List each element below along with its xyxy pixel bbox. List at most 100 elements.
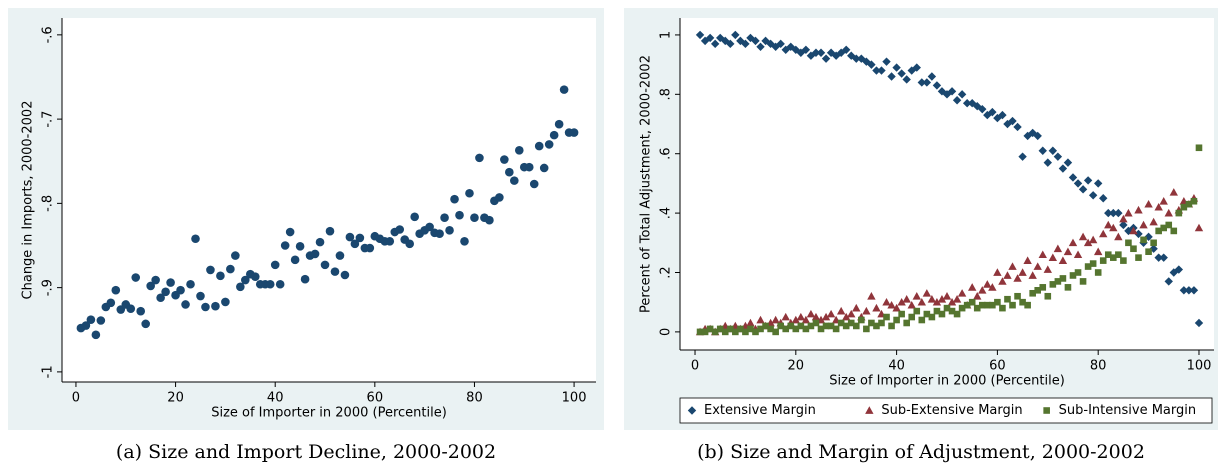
point	[1099, 194, 1108, 203]
point	[1038, 146, 1047, 155]
point	[146, 281, 155, 291]
point	[1073, 179, 1083, 188]
point	[355, 233, 365, 243]
point	[186, 279, 195, 289]
point	[445, 226, 454, 235]
point	[942, 292, 952, 300]
point	[877, 66, 886, 75]
point	[554, 119, 564, 129]
point	[842, 322, 850, 330]
point	[776, 39, 785, 49]
point	[1144, 199, 1153, 208]
x-tick-label: 0	[691, 359, 699, 374]
point	[529, 179, 539, 189]
point	[1064, 284, 1072, 291]
point	[983, 110, 992, 120]
point	[1083, 176, 1093, 185]
point	[1074, 269, 1082, 276]
legend-label: Sub-Intensive Margin	[1059, 403, 1196, 418]
point	[822, 322, 830, 330]
point	[902, 75, 911, 84]
point	[196, 291, 205, 301]
point	[847, 51, 856, 60]
point	[410, 212, 419, 222]
point	[922, 289, 932, 297]
point	[1145, 248, 1152, 256]
point	[1044, 292, 1052, 300]
point	[1058, 164, 1068, 173]
point	[524, 162, 534, 172]
point	[721, 36, 730, 46]
point	[1073, 250, 1083, 259]
point	[1018, 152, 1027, 161]
y-tick-label: .6	[659, 148, 674, 160]
point	[868, 319, 875, 327]
point	[1024, 301, 1031, 309]
y-tick-label: .2	[659, 266, 674, 278]
y-axis-title: Percent of Total Adjustment, 2000-2002	[639, 55, 654, 313]
point	[1003, 119, 1012, 129]
point	[91, 330, 101, 340]
point	[797, 322, 805, 330]
point	[1043, 158, 1052, 167]
point	[300, 274, 310, 284]
point	[831, 51, 841, 60]
x-tick-label: 20	[788, 359, 805, 374]
point	[796, 48, 806, 57]
point	[726, 325, 734, 333]
point	[927, 72, 937, 81]
point	[1009, 301, 1016, 309]
point	[475, 153, 484, 163]
point	[837, 319, 845, 327]
point	[742, 328, 749, 336]
point	[958, 304, 966, 312]
point	[1069, 272, 1077, 279]
point	[887, 300, 896, 309]
point	[716, 325, 724, 333]
point	[335, 251, 345, 260]
point	[569, 128, 579, 137]
point	[937, 295, 947, 303]
point	[226, 264, 235, 274]
point	[340, 270, 350, 280]
point	[998, 110, 1007, 120]
point	[1008, 116, 1017, 126]
x-tick-label: 40	[888, 359, 905, 374]
point	[781, 45, 790, 54]
point	[265, 279, 275, 289]
point	[1180, 203, 1188, 211]
point	[796, 312, 806, 321]
point	[907, 300, 916, 309]
point	[953, 310, 961, 318]
x-tick-label: 60	[367, 391, 384, 406]
point	[952, 96, 962, 105]
y-tick-label: -1	[41, 365, 56, 378]
point	[405, 239, 414, 249]
point	[1059, 275, 1067, 282]
point	[701, 328, 709, 336]
point	[883, 313, 890, 321]
point	[136, 306, 146, 316]
point	[888, 322, 895, 330]
point	[933, 307, 941, 315]
point	[923, 310, 931, 318]
point	[999, 304, 1006, 312]
point	[747, 325, 754, 333]
point	[1089, 260, 1097, 267]
point	[1023, 256, 1032, 264]
point	[1048, 146, 1058, 155]
point	[983, 280, 992, 288]
point	[216, 271, 225, 281]
point	[826, 309, 836, 318]
point	[166, 278, 175, 287]
point	[917, 78, 927, 87]
point	[1149, 217, 1158, 226]
point	[1013, 122, 1022, 132]
point	[131, 273, 141, 282]
point	[440, 213, 449, 222]
point	[947, 297, 957, 306]
point	[952, 295, 962, 303]
point	[887, 72, 896, 81]
point	[998, 277, 1007, 285]
point	[872, 303, 881, 312]
